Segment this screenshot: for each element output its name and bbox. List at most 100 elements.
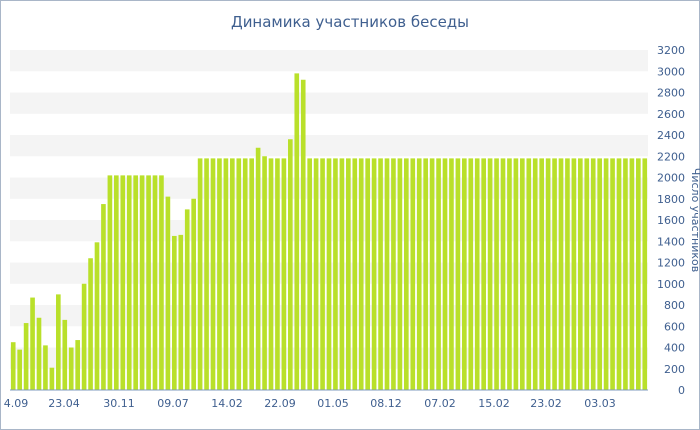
- bar: [629, 158, 635, 391]
- y-axis-label: Число участников: [689, 168, 700, 272]
- bar: [326, 158, 332, 391]
- bar: [62, 319, 68, 391]
- x-tick-label: 01.05: [317, 397, 349, 410]
- bar: [268, 158, 274, 391]
- bar: [294, 73, 300, 391]
- bar: [571, 158, 577, 391]
- bar: [313, 158, 319, 391]
- y-tick-label: 400: [664, 342, 685, 355]
- y-tick-label: 3000: [657, 65, 685, 78]
- bar: [184, 209, 190, 391]
- bar: [371, 158, 377, 391]
- y-tick-label: 2400: [657, 129, 685, 142]
- x-tick-label: 14.02: [211, 397, 243, 410]
- bar: [597, 158, 602, 391]
- bar: [178, 234, 184, 391]
- bar: [558, 158, 564, 391]
- bar: [449, 158, 454, 391]
- bar: [126, 175, 132, 391]
- bar: [410, 158, 416, 391]
- bar: [616, 158, 622, 391]
- bar: [429, 158, 435, 391]
- bar: [436, 158, 441, 391]
- bar: [23, 323, 29, 390]
- bar: [94, 242, 100, 390]
- chart-title: Динамика участников беседы: [230, 13, 470, 31]
- bar: [152, 175, 158, 391]
- y-tick-label: 600: [664, 320, 685, 333]
- bar: [223, 158, 229, 391]
- bar: [204, 158, 209, 391]
- bar: [146, 175, 151, 391]
- bar: [320, 158, 325, 391]
- bar: [255, 147, 261, 390]
- bar: [10, 342, 16, 390]
- bar: [275, 158, 280, 391]
- y-tick-label: 2200: [657, 150, 685, 163]
- bar: [578, 158, 583, 391]
- bar: [172, 235, 177, 390]
- x-tick-label: 03.03: [584, 397, 616, 410]
- bar: [642, 158, 648, 391]
- bar: [487, 158, 493, 391]
- bar: [455, 158, 461, 391]
- y-tick-label: 1000: [657, 278, 685, 291]
- bar: [217, 158, 222, 391]
- y-tick-label: 800: [664, 299, 685, 312]
- bar: [358, 158, 364, 391]
- y-tick-label: 200: [664, 363, 685, 376]
- bar: [636, 158, 641, 391]
- bar: [30, 297, 35, 390]
- bar: [36, 317, 42, 390]
- bar: [565, 158, 570, 391]
- x-tick-label: 4.09: [4, 397, 29, 410]
- bar: [474, 158, 480, 391]
- grid-band: [10, 92, 648, 114]
- bar: [423, 158, 428, 391]
- bar: [590, 158, 596, 391]
- bar: [384, 158, 390, 391]
- bar: [165, 196, 171, 391]
- x-tick-label: 23.04: [48, 397, 80, 410]
- bar: [404, 158, 409, 391]
- x-tick-label: 30.11: [103, 397, 135, 410]
- grid-band: [10, 50, 648, 72]
- bar: [88, 258, 93, 390]
- x-tick-label: 23.02: [530, 397, 562, 410]
- bar: [494, 158, 499, 391]
- y-tick-label: 1400: [657, 235, 685, 248]
- bar: [468, 158, 474, 391]
- x-tick-label: 15.02: [478, 397, 510, 410]
- bar: [159, 175, 164, 391]
- bar: [397, 158, 403, 391]
- bar: [236, 158, 242, 391]
- y-tick-label: 0: [678, 384, 685, 397]
- x-tick-label: 09.07: [157, 397, 189, 410]
- y-tick-label: 2800: [657, 87, 685, 100]
- bar: [139, 175, 145, 391]
- y-tick-label: 3200: [657, 44, 685, 57]
- x-tick-label: 22.09: [264, 397, 296, 410]
- bar: [552, 158, 557, 391]
- bar: [281, 158, 287, 391]
- bar: [133, 175, 138, 391]
- bar: [56, 294, 61, 391]
- y-tick-label: 2600: [657, 108, 685, 121]
- bar: [584, 158, 590, 391]
- bar: [339, 158, 345, 391]
- bar: [500, 158, 506, 391]
- bar: [191, 198, 196, 390]
- bar: [101, 204, 106, 390]
- bar: [75, 340, 80, 390]
- bar: [210, 158, 216, 391]
- bar: [230, 158, 235, 391]
- bar: [307, 158, 312, 391]
- bar: [462, 158, 467, 391]
- bar: [43, 345, 48, 391]
- bar: [545, 158, 551, 391]
- grid-band: [10, 135, 648, 157]
- bar: [107, 175, 113, 391]
- bar: [68, 347, 74, 390]
- x-tick-label: 08.12: [370, 397, 402, 410]
